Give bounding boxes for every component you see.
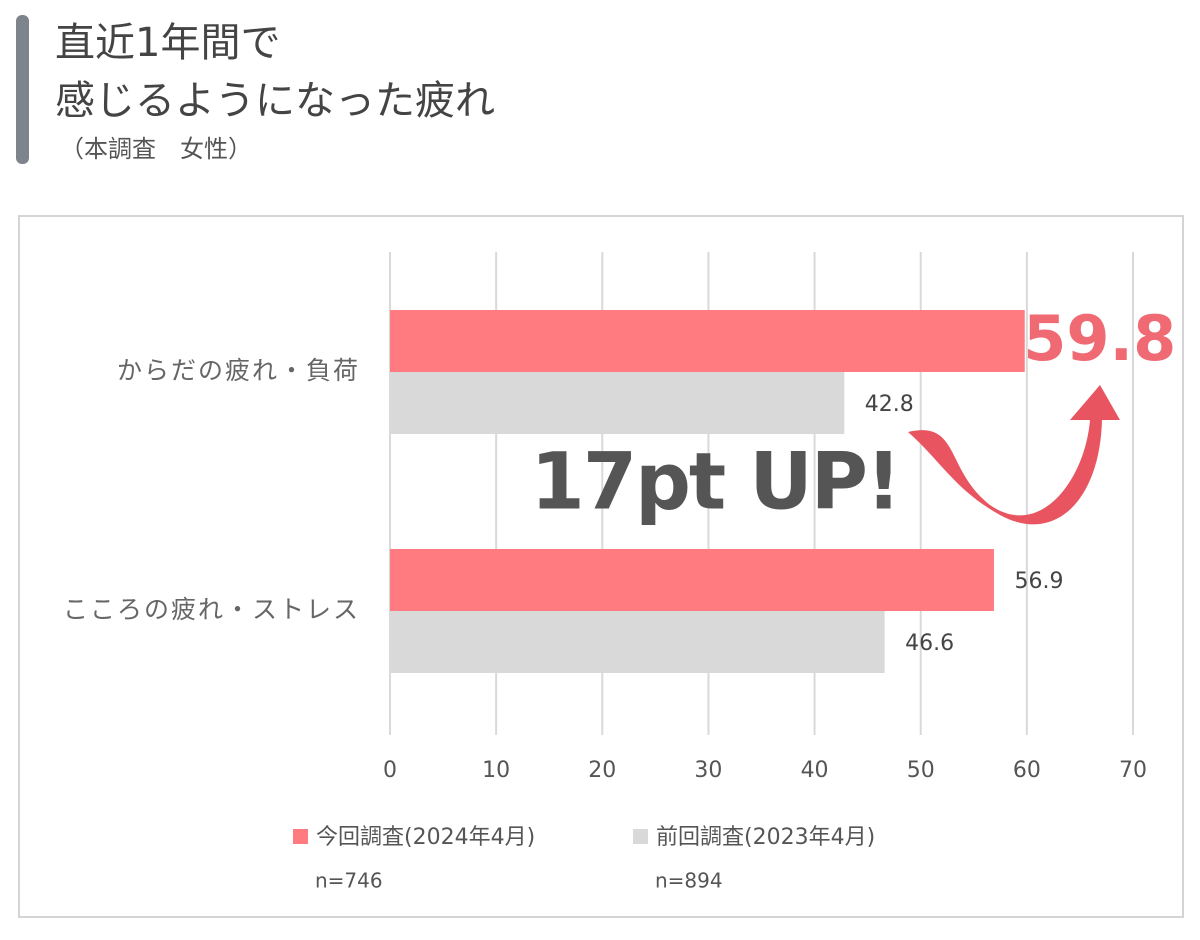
x-tick-label: 40 — [801, 758, 829, 783]
x-tick-label: 70 — [1119, 758, 1147, 783]
bar — [390, 549, 994, 611]
x-tick-label: 60 — [1013, 758, 1041, 783]
data-label: 46.6 — [905, 631, 954, 656]
x-tick-label: 50 — [907, 758, 935, 783]
category-label: こころの疲れ・ストレス — [63, 595, 360, 624]
x-tick-label: 10 — [482, 758, 510, 783]
x-tick-label: 0 — [383, 758, 397, 783]
bar — [390, 611, 885, 673]
annotation: 17pt UP! — [531, 437, 900, 527]
category-label: からだの疲れ・負荷 — [117, 356, 360, 385]
data-label: 59.8 — [1023, 302, 1176, 375]
data-label: 56.9 — [1014, 569, 1063, 594]
bar — [390, 310, 1025, 372]
legend-sample: n=746 — [315, 869, 383, 893]
legend-swatch — [293, 829, 308, 844]
bars — [390, 310, 1025, 673]
bar — [390, 372, 845, 434]
legend-label: 前回調査(2023年4月) — [656, 825, 875, 850]
chart-subtitle: （本調査 女性） — [60, 135, 252, 163]
chart-title: 直近1年間で — [55, 20, 280, 66]
legend-sample: n=894 — [655, 869, 723, 893]
legend-label: 今回調査(2024年4月) — [316, 825, 535, 850]
x-tick-label: 20 — [588, 758, 616, 783]
up-arrow — [908, 385, 1120, 525]
legend-swatch — [633, 829, 648, 844]
data-label: 42.8 — [865, 392, 914, 417]
chart-title: 感じるようになった疲れ — [55, 78, 495, 124]
title-bar — [16, 15, 29, 164]
x-tick-label: 30 — [694, 758, 722, 783]
